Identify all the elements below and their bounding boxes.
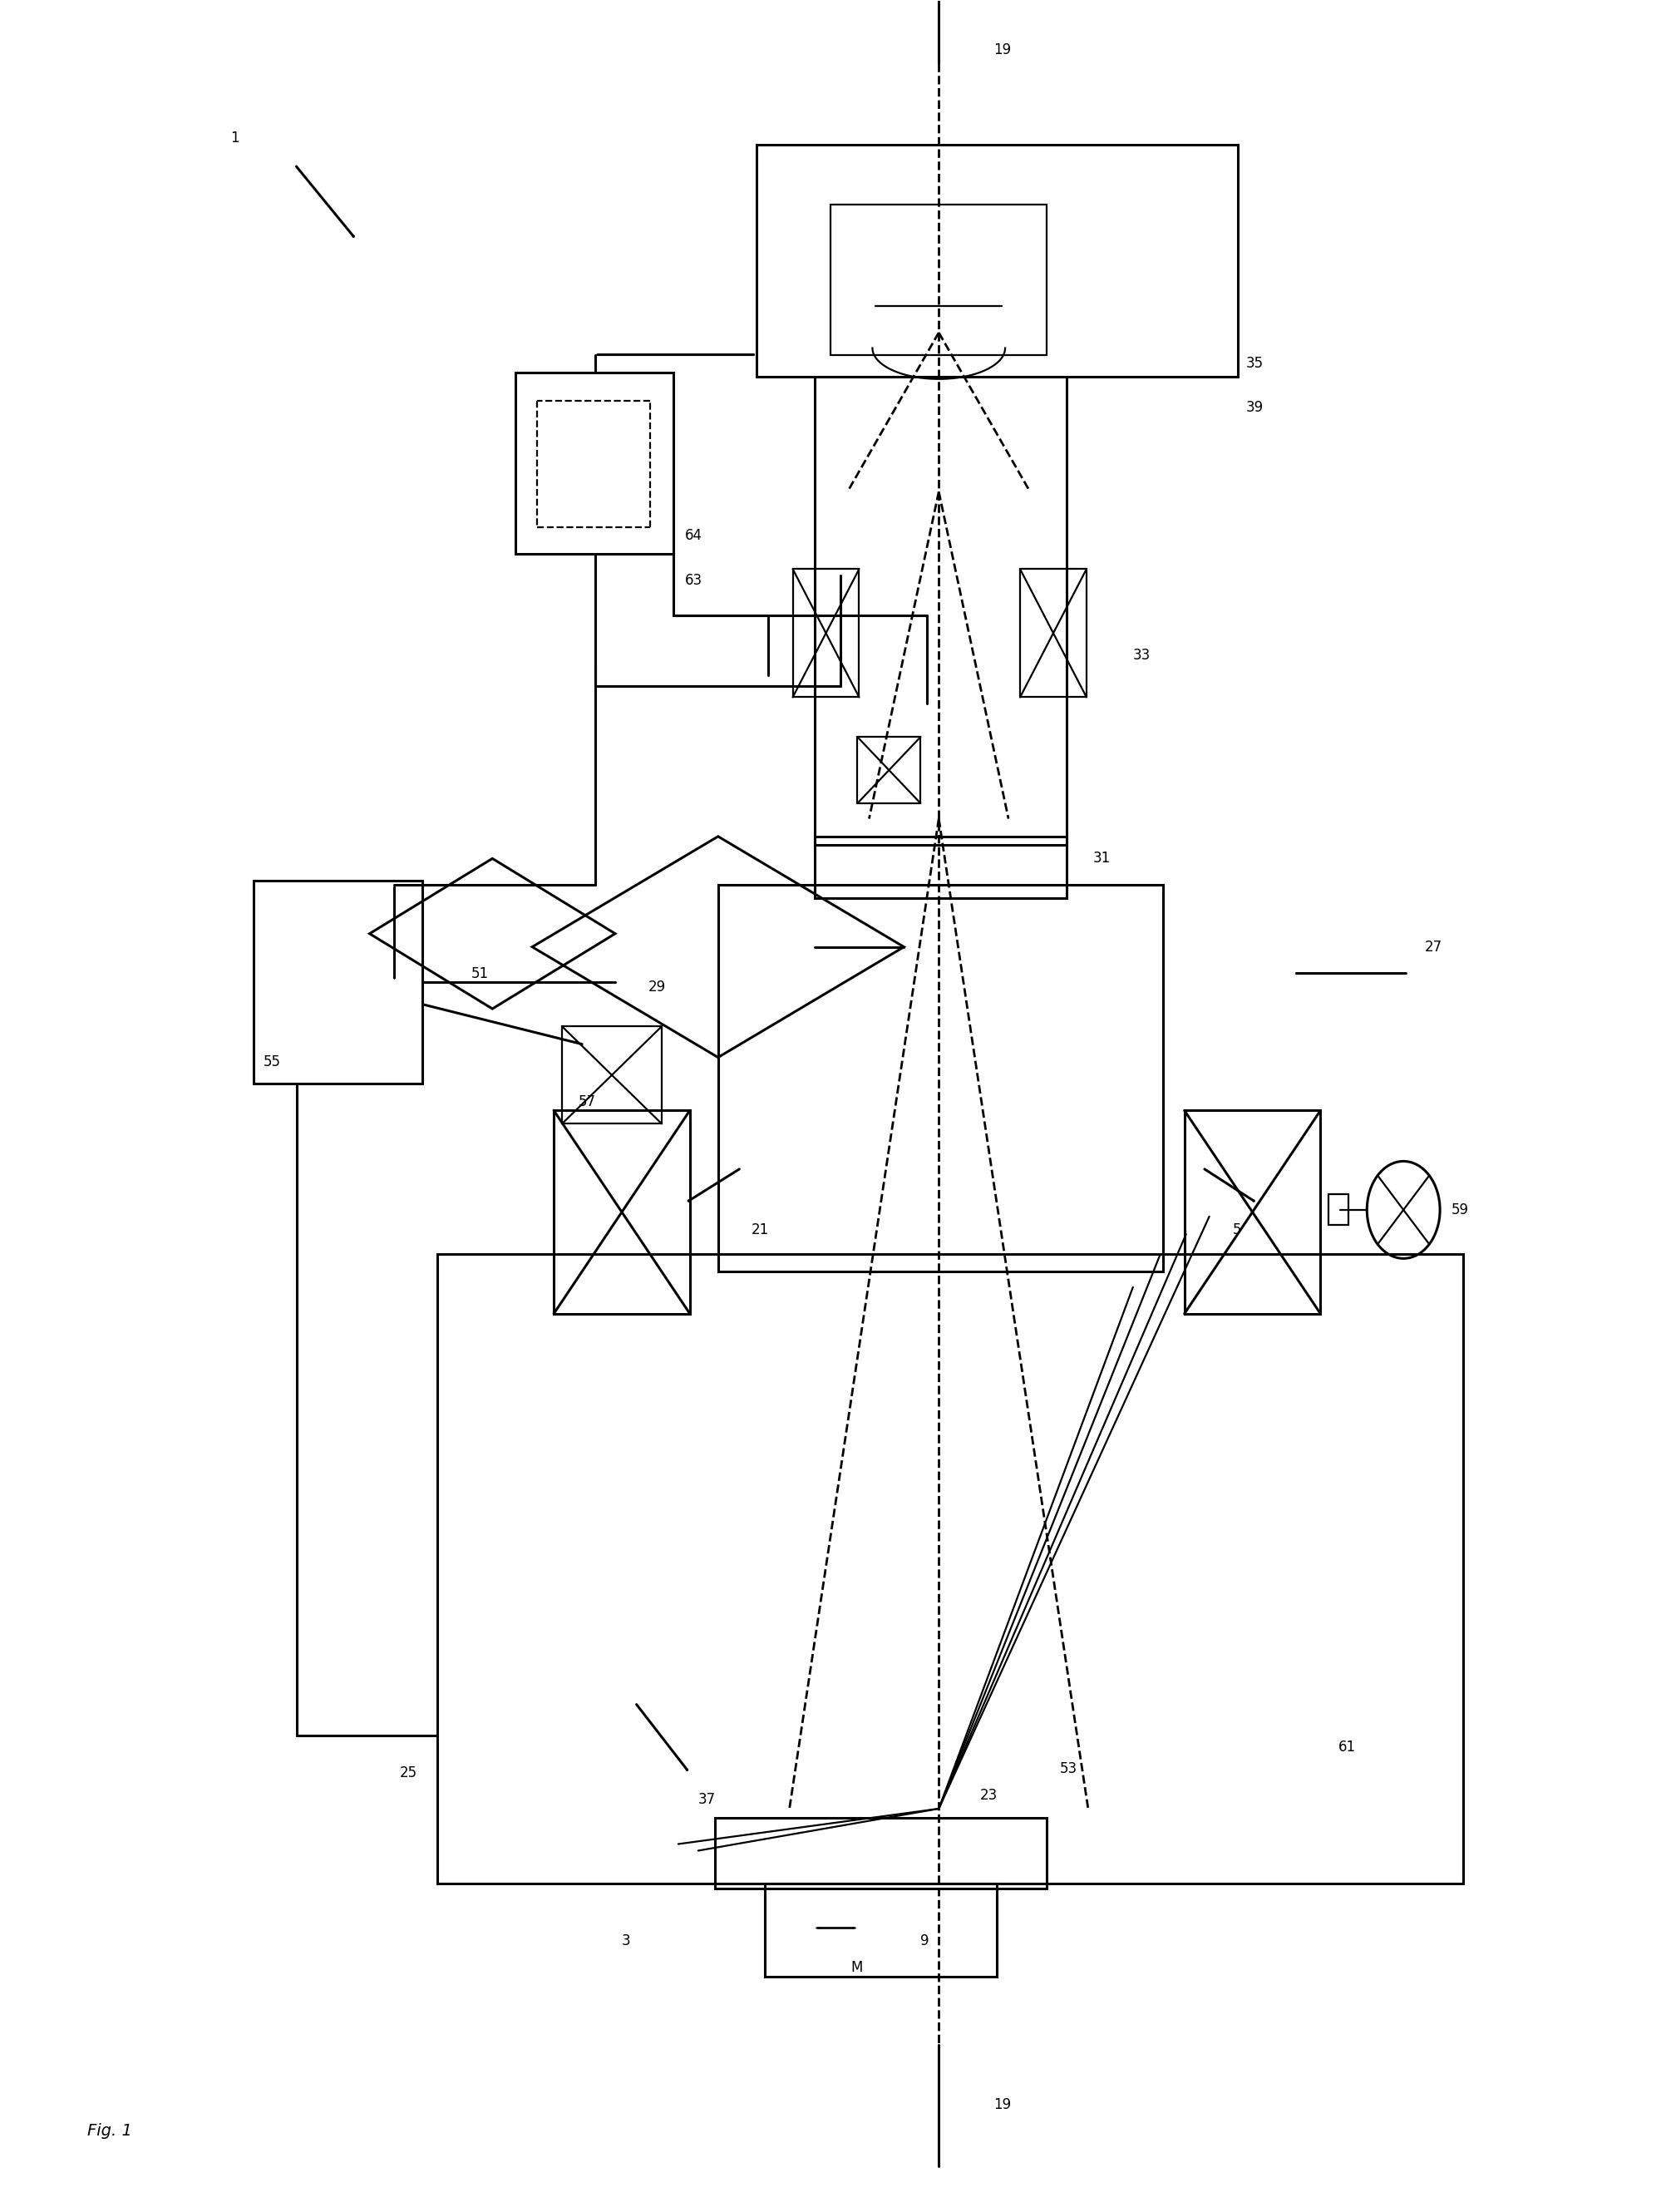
Text: 51: 51 xyxy=(470,967,488,980)
Text: Fig. 1: Fig. 1 xyxy=(88,2124,133,2139)
Text: 19: 19 xyxy=(993,2097,1010,2112)
Text: 9: 9 xyxy=(920,1933,928,1949)
Text: 25: 25 xyxy=(399,1765,417,1781)
Bar xyxy=(252,880,422,1084)
Text: 27: 27 xyxy=(1425,940,1442,953)
Text: 1: 1 xyxy=(231,131,239,146)
Text: 29: 29 xyxy=(648,980,666,993)
Bar xyxy=(857,737,920,803)
Bar xyxy=(561,1026,661,1124)
Text: 57: 57 xyxy=(578,1095,596,1108)
Bar xyxy=(718,885,1163,1272)
Bar xyxy=(814,376,1066,845)
Text: 39: 39 xyxy=(1246,400,1262,416)
Text: M: M xyxy=(850,1960,862,1975)
Bar xyxy=(553,1110,689,1314)
Text: 64: 64 xyxy=(684,529,703,544)
Text: 35: 35 xyxy=(1246,356,1262,372)
Text: 5: 5 xyxy=(1232,1223,1241,1237)
Text: 33: 33 xyxy=(1133,648,1149,664)
Text: 31: 31 xyxy=(1093,852,1110,867)
Text: 55: 55 xyxy=(262,1055,281,1068)
Text: 61: 61 xyxy=(1339,1739,1355,1754)
Bar xyxy=(714,1818,1046,1889)
Bar xyxy=(792,568,859,697)
Text: 59: 59 xyxy=(1450,1203,1468,1217)
Text: 21: 21 xyxy=(751,1223,769,1237)
Bar xyxy=(1020,568,1086,697)
Bar xyxy=(814,836,1066,898)
Text: 37: 37 xyxy=(698,1792,716,1807)
Bar xyxy=(437,1254,1462,1885)
Text: 23: 23 xyxy=(980,1787,998,1803)
Bar xyxy=(1329,1194,1349,1225)
Bar xyxy=(830,204,1046,354)
Text: 63: 63 xyxy=(684,573,703,588)
Text: 19: 19 xyxy=(993,42,1010,58)
Text: 53: 53 xyxy=(1060,1761,1076,1776)
Bar xyxy=(764,1885,997,1978)
Bar xyxy=(515,372,673,553)
Bar xyxy=(1184,1110,1320,1314)
Text: 3: 3 xyxy=(621,1933,630,1949)
Bar xyxy=(756,144,1237,376)
